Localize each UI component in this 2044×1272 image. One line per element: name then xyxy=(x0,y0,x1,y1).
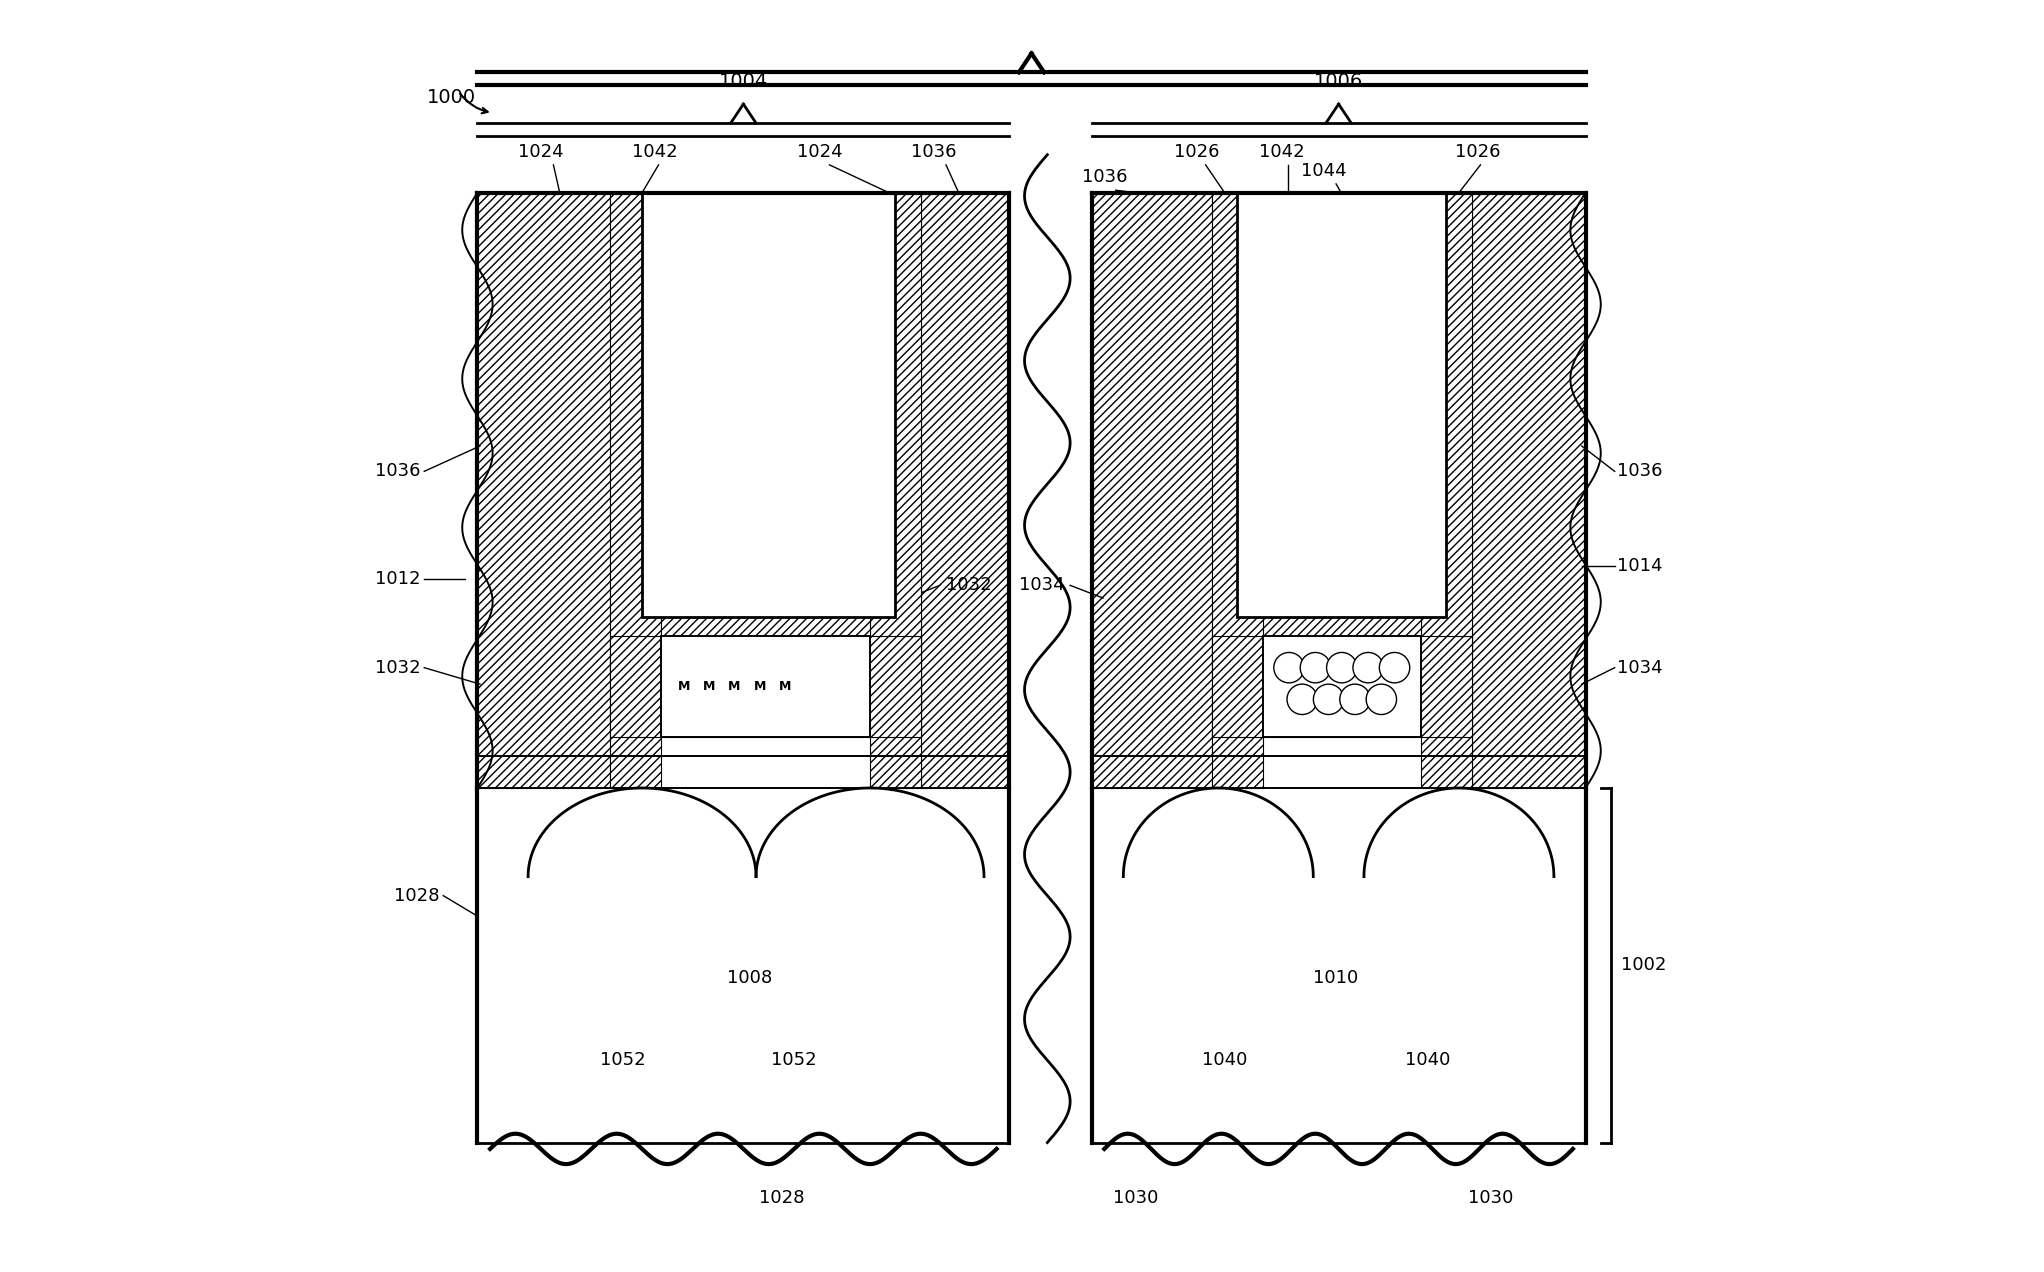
Text: 1010: 1010 xyxy=(1314,969,1359,987)
Bar xyxy=(1263,636,1421,738)
Text: 1032: 1032 xyxy=(946,576,991,594)
Circle shape xyxy=(1380,653,1410,683)
Text: 1000: 1000 xyxy=(427,88,476,107)
Text: 1026: 1026 xyxy=(1455,142,1500,162)
Text: M: M xyxy=(703,681,715,693)
Text: 1030: 1030 xyxy=(1114,1189,1159,1207)
Text: 1052: 1052 xyxy=(601,1051,646,1070)
Text: 1034: 1034 xyxy=(1020,576,1065,594)
Text: 1032: 1032 xyxy=(374,659,421,677)
Text: 1004: 1004 xyxy=(719,73,769,92)
Text: 1002: 1002 xyxy=(1621,957,1666,974)
Bar xyxy=(1212,636,1472,738)
Text: 1036: 1036 xyxy=(374,462,421,481)
Bar xyxy=(1263,193,1421,636)
Text: 1026: 1026 xyxy=(1173,142,1220,162)
Text: 1024: 1024 xyxy=(797,142,842,162)
Text: 1006: 1006 xyxy=(1314,73,1363,92)
Text: 1024: 1024 xyxy=(517,142,564,162)
Text: 1028: 1028 xyxy=(758,1189,803,1207)
Bar xyxy=(1237,193,1447,617)
Text: 1056: 1056 xyxy=(734,387,779,404)
Bar xyxy=(1421,193,1472,787)
Text: 1036: 1036 xyxy=(1617,462,1662,481)
Text: M: M xyxy=(754,681,766,693)
Text: 1042: 1042 xyxy=(632,142,677,162)
Text: 1014: 1014 xyxy=(1617,557,1662,575)
Bar xyxy=(1472,193,1586,787)
Text: M: M xyxy=(679,681,691,693)
Bar xyxy=(920,193,1010,787)
Bar xyxy=(611,193,660,787)
Bar xyxy=(478,193,611,787)
Text: 1028: 1028 xyxy=(394,887,439,904)
Bar xyxy=(660,636,871,738)
Text: 1052: 1052 xyxy=(771,1051,818,1070)
Text: 1036: 1036 xyxy=(910,142,957,162)
Text: 1036: 1036 xyxy=(1081,168,1126,187)
Circle shape xyxy=(1339,684,1369,715)
Bar xyxy=(611,636,920,738)
Bar xyxy=(642,193,895,617)
Bar xyxy=(1091,193,1212,787)
Text: 1012: 1012 xyxy=(374,570,421,588)
Circle shape xyxy=(1273,653,1304,683)
Text: 1034: 1034 xyxy=(1617,659,1664,677)
Circle shape xyxy=(1314,684,1343,715)
Circle shape xyxy=(1288,684,1318,715)
Circle shape xyxy=(1365,684,1396,715)
Text: 1044: 1044 xyxy=(1300,162,1347,181)
Text: 1042: 1042 xyxy=(1259,142,1304,162)
Text: 1040: 1040 xyxy=(1202,1051,1247,1070)
Text: 1058: 1058 xyxy=(1316,387,1361,404)
Text: M: M xyxy=(779,681,791,693)
Circle shape xyxy=(1353,653,1384,683)
Circle shape xyxy=(1300,653,1331,683)
Text: M: M xyxy=(728,681,740,693)
Bar xyxy=(660,193,871,636)
Bar xyxy=(871,193,920,787)
Text: 1008: 1008 xyxy=(728,969,773,987)
Text: 1040: 1040 xyxy=(1404,1051,1449,1070)
Bar xyxy=(1212,193,1263,787)
Circle shape xyxy=(1327,653,1357,683)
Text: 1030: 1030 xyxy=(1468,1189,1513,1207)
